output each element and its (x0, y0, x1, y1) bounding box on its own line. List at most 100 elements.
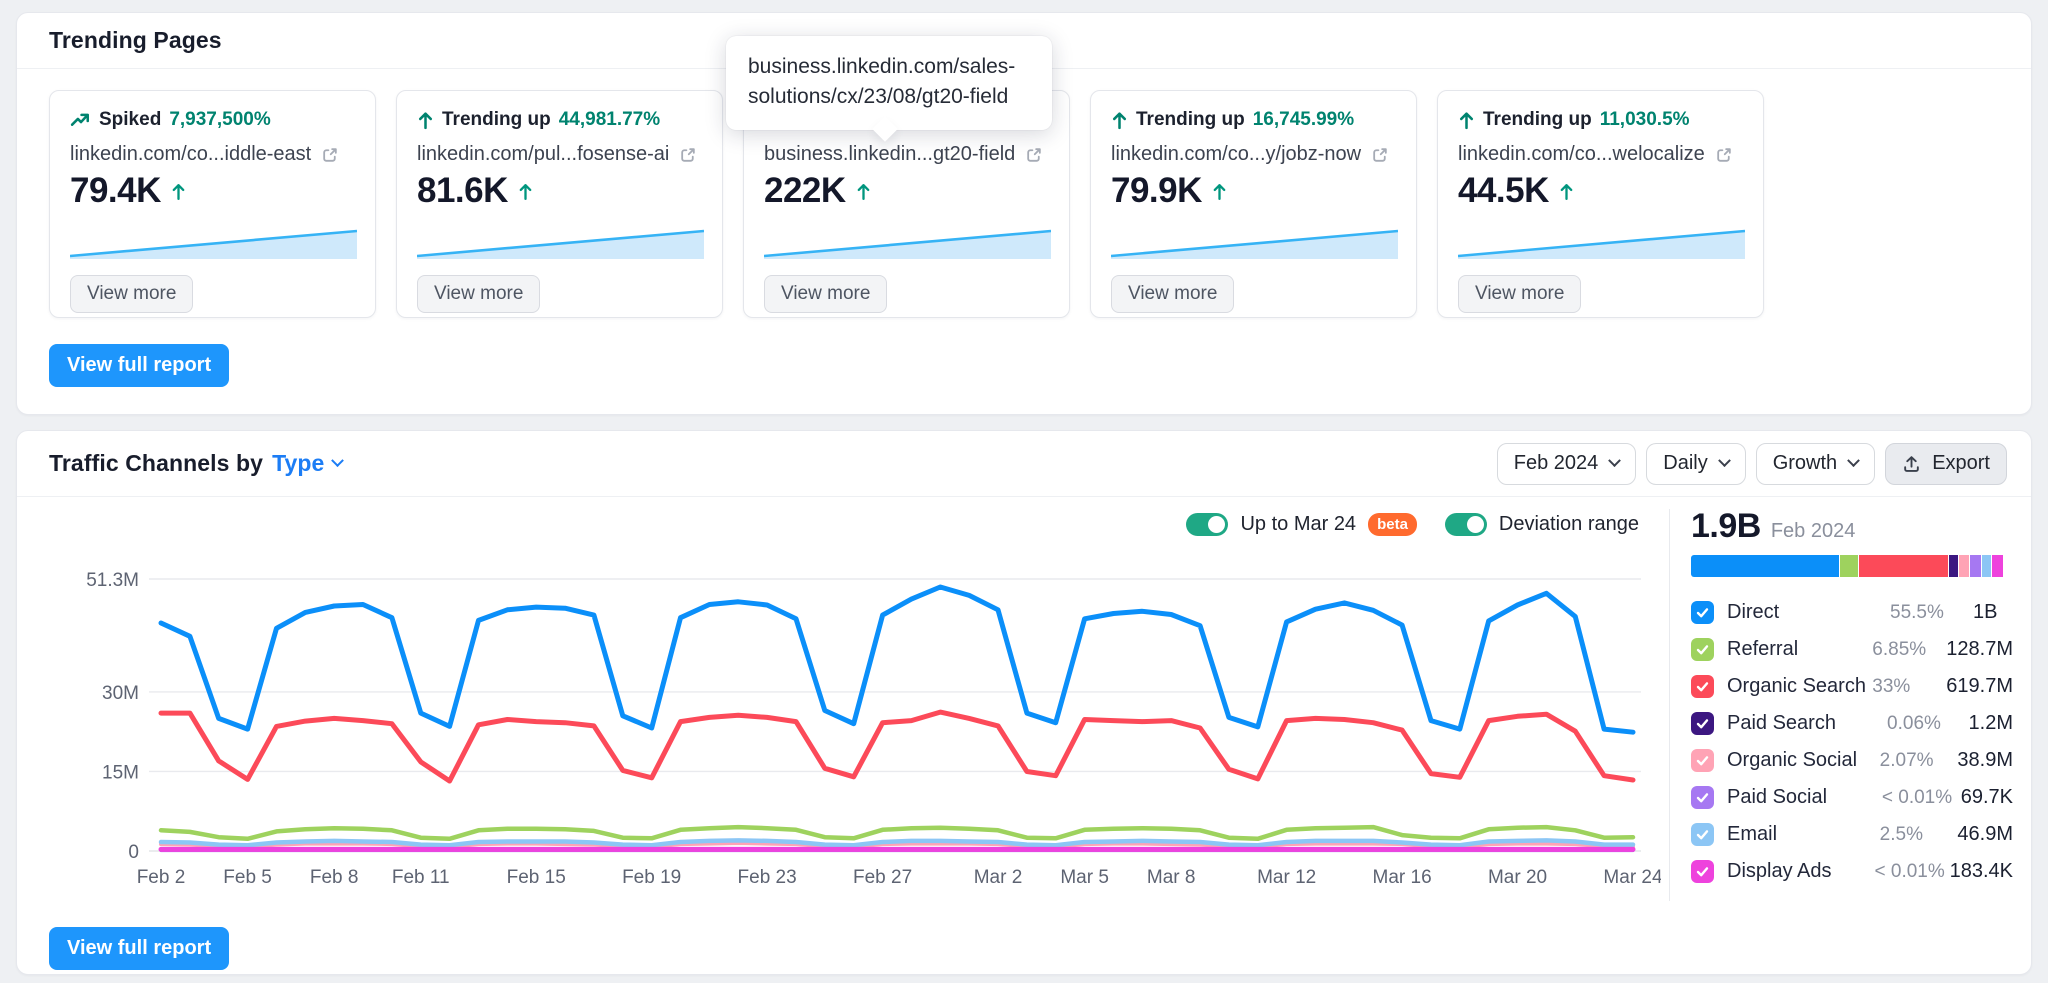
distribution-segment (1691, 555, 1840, 577)
page-url[interactable]: linkedin.com/co...welocalize (1458, 143, 1705, 165)
pageviews-metric: 222K (764, 171, 846, 210)
legend-row-organic-search: Organic Search 33% 619.7M (1691, 668, 2013, 705)
svg-text:Mar 5: Mar 5 (1060, 867, 1109, 888)
trend-badge-value: 7,937,500% (169, 109, 271, 130)
channel-checkbox[interactable] (1691, 712, 1714, 735)
channel-checkbox[interactable] (1691, 638, 1714, 661)
metric-up-arrow-icon (519, 183, 532, 200)
channel-pct: 55.5% (1890, 601, 1944, 623)
legend-row-organic-social: Organic Social 2.07% 38.9M (1691, 742, 2013, 779)
page-url[interactable]: linkedin.com/pul...fosense-ai (417, 143, 670, 165)
export-icon (1904, 456, 1919, 472)
page-url[interactable]: linkedin.com/co...y/jobz-now (1111, 143, 1362, 165)
channel-checkbox[interactable] (1691, 786, 1714, 809)
view-more-button[interactable]: View more (417, 275, 541, 313)
pageviews-metric: 79.4K (70, 171, 161, 210)
view-more-button[interactable]: View more (1111, 275, 1235, 313)
legend-row-paid-social: Paid Social < 0.01% 69.7K (1691, 779, 2013, 816)
channel-pct: 2.5% (1879, 823, 1923, 845)
trend-up-icon (1459, 111, 1474, 129)
legend-row-referral: Referral 6.85% 128.7M (1691, 631, 2013, 668)
distribution-segment (1840, 555, 1859, 577)
trending-card: Trending up 44,981.77% linkedin.com/pul.… (396, 90, 723, 318)
channel-checkbox[interactable] (1691, 749, 1714, 772)
channel-label: Organic Search (1727, 675, 1866, 697)
total-visits: 1.9B (1691, 507, 1761, 545)
up-to-date-toggle-group: Up to Mar 24 beta (1186, 513, 1417, 536)
trend-sparkline (1458, 229, 1745, 259)
trend-badge-value: 11,030.5% (1599, 109, 1690, 130)
view-more-button[interactable]: View more (764, 275, 888, 313)
metric-select[interactable]: Growth (1755, 442, 1876, 485)
url-tooltip-line1: business.linkedin.com/sales- (748, 55, 1016, 78)
granularity-select[interactable]: Daily (1646, 442, 1746, 485)
view-more-button[interactable]: View more (70, 275, 194, 313)
channel-pct: 0.06% (1887, 712, 1941, 734)
view-more-button[interactable]: View more (1458, 275, 1582, 313)
channel-checkbox[interactable] (1691, 823, 1714, 846)
toggle-knob (1466, 516, 1484, 533)
chart-toggles: Up to Mar 24 beta Deviation range (1186, 513, 1639, 536)
distribution-segment (1949, 555, 1959, 577)
channel-checkbox[interactable] (1691, 860, 1714, 883)
view-full-report-button[interactable]: View full report (49, 927, 230, 970)
trend-up-icon (1112, 111, 1127, 129)
spike-trend-icon (70, 113, 90, 126)
svg-text:51.3M: 51.3M (86, 570, 139, 591)
traffic-line-chart[interactable]: 51.3M 30M 15M 0 Feb 2 Feb 5 Feb 8 Feb 11 Feb 15 F… (41, 561, 1661, 893)
external-link-icon[interactable] (321, 146, 339, 164)
dimension-selector[interactable]: Type (272, 450, 345, 477)
period-select[interactable]: Feb 2024 (1496, 442, 1637, 485)
distribution-segment (1969, 555, 1981, 577)
trend-badge-label: Trending up (1136, 109, 1245, 130)
trend-badge-label: Trending up (1483, 109, 1592, 130)
channel-label: Paid Social (1727, 786, 1828, 808)
chevron-down-icon (1608, 454, 1622, 468)
up-to-date-toggle[interactable] (1186, 513, 1229, 536)
channel-label: Email (1727, 823, 1778, 845)
beta-badge: beta (1368, 513, 1417, 536)
traffic-channels-panel: Traffic Channels by Type Feb 2024 Daily … (16, 430, 2032, 975)
svg-text:Feb 8: Feb 8 (310, 867, 359, 888)
trending-pages-title: Trending Pages (49, 27, 222, 53)
external-link-icon[interactable] (1371, 146, 1389, 164)
pageviews-metric: 81.6K (417, 171, 508, 210)
legend-row-display-ads: Display Ads < 0.01% 183.4K (1691, 853, 2013, 890)
channel-label: Referral (1727, 638, 1799, 660)
channel-pct: < 0.01% (1881, 786, 1953, 808)
channel-value: 69.7K (1960, 786, 2013, 808)
trend-badge: Trending up 44,981.77% (417, 108, 702, 132)
period-value: Feb 2024 (1513, 452, 1599, 474)
channel-value: 1.2M (1968, 712, 2013, 734)
distribution-segment (1959, 555, 1969, 577)
svg-text:Mar 20: Mar 20 (1488, 867, 1547, 888)
channel-distribution-bar (1691, 555, 2013, 577)
channel-pct: 2.07% (1879, 749, 1934, 771)
channel-value: 38.9M (1957, 749, 2013, 771)
export-button[interactable]: Export (1885, 442, 2007, 485)
chevron-down-icon (1717, 454, 1731, 468)
channel-checkbox[interactable] (1691, 601, 1714, 624)
distribution-segment (1859, 555, 1948, 577)
channel-pct: 6.85% (1872, 638, 1927, 660)
pageviews-metric: 44.5K (1458, 171, 1549, 210)
page-url[interactable]: business.linkedin...gt20-field (764, 143, 1016, 165)
channel-value: 128.7M (1946, 638, 2013, 660)
view-full-report-button[interactable]: View full report (49, 344, 230, 387)
channel-pct: < 0.01% (1874, 860, 1945, 882)
deviation-range-toggle[interactable] (1444, 513, 1487, 536)
channel-value: 46.9M (1957, 823, 2013, 845)
dimension-label: Type (272, 450, 325, 476)
channels-legend: 1.9B Feb 2024 Direct 55.5% 1B Referral 6… (1691, 507, 2013, 890)
svg-text:Feb 2: Feb 2 (137, 867, 186, 888)
channel-checkbox[interactable] (1691, 675, 1714, 698)
deviation-range-toggle-label: Deviation range (1498, 513, 1639, 535)
page-url[interactable]: linkedin.com/co...iddle-east (70, 143, 312, 165)
external-link-icon[interactable] (1025, 146, 1043, 164)
channel-value: 619.7M (1946, 675, 2013, 697)
trending-card: Spiked 7,937,500% linkedin.com/co...iddl… (49, 90, 376, 318)
external-link-icon[interactable] (1715, 146, 1733, 164)
external-link-icon[interactable] (679, 146, 697, 164)
trend-badge-value: 44,981.77% (558, 109, 661, 130)
